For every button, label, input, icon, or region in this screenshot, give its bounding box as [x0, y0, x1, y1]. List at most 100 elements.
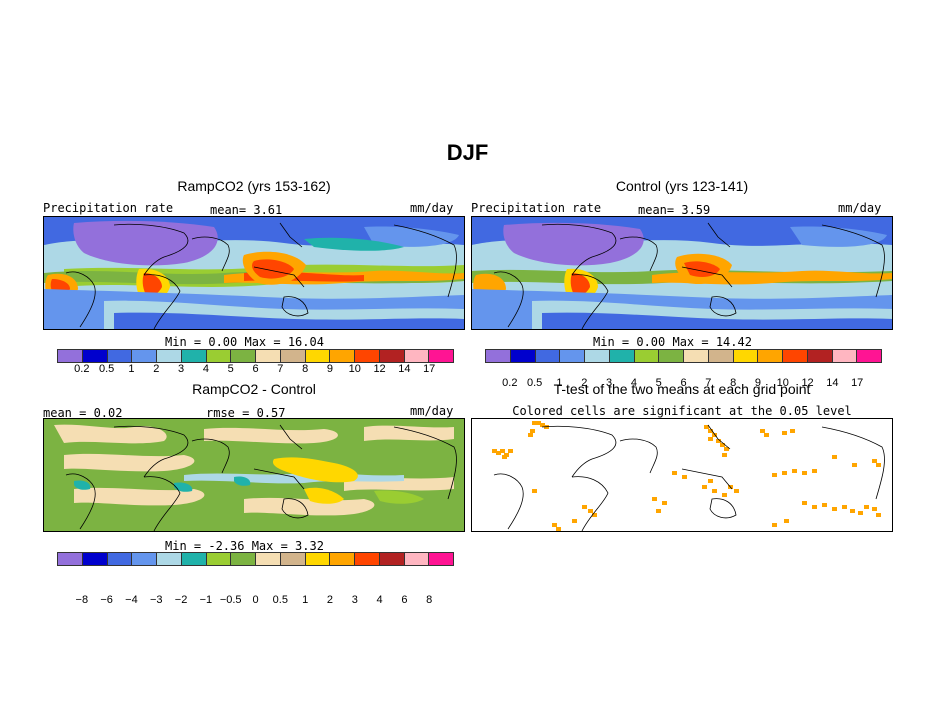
significant-cell: [704, 425, 709, 429]
diff-precip-map: [43, 418, 465, 532]
precip-colorbar-label: 12: [801, 377, 814, 389]
significant-cell: [532, 489, 537, 493]
significant-cell: [662, 501, 667, 505]
significant-cell: [572, 519, 577, 523]
diff-rmse: rmse = 0.57: [206, 406, 286, 420]
precip-colorbar-label: 9: [754, 377, 761, 389]
significant-cell: [708, 429, 713, 433]
significant-cell: [502, 455, 507, 459]
precip-colorbar-swatch: [82, 350, 108, 362]
diff-colorbar-swatch: [404, 553, 430, 565]
significant-cell: [528, 433, 533, 437]
significant-cell: [764, 433, 769, 437]
significant-cell: [720, 443, 725, 447]
significant-cell: [540, 423, 545, 427]
precip-colorbar-label: 1: [128, 363, 135, 375]
diff-colorbar-label: 4: [376, 594, 383, 606]
significant-cell: [656, 509, 661, 513]
significant-cell: [702, 485, 707, 489]
precip-colorbar-swatch: [305, 350, 331, 362]
precip-colorbar-label: 17: [423, 363, 436, 375]
significant-cell: [872, 459, 877, 463]
diff-colorbar-label: 2: [326, 594, 333, 606]
diff-panel-title: RampCO2 - Control: [192, 381, 316, 397]
precip-colorbar-swatch: [560, 350, 585, 362]
precip-colorbar-label: 9: [326, 363, 333, 375]
significant-cell: [708, 479, 713, 483]
significant-cell: [832, 507, 837, 511]
precip-colorbar-swatch: [832, 350, 858, 362]
precip-colorbar-swatch: [206, 350, 232, 362]
precip-colorbar-swatch: [379, 350, 405, 362]
diff-colorbar-label: −8: [75, 594, 89, 606]
significant-cell: [864, 505, 869, 509]
precip-colorbar-swatch: [634, 350, 660, 362]
significant-cell: [712, 433, 717, 437]
precip-colorbar-swatch: [783, 350, 808, 362]
ramp-var-label: Precipitation rate: [43, 201, 174, 215]
precip-colorbar-label: 5: [655, 377, 662, 389]
diff-colorbar-label: −0.5: [219, 594, 242, 606]
precip-colorbar-swatch: [330, 350, 355, 362]
significant-cell: [852, 463, 857, 467]
ttest-significance-map: [471, 418, 893, 532]
significant-cell: [532, 421, 537, 425]
significant-cell: [716, 439, 721, 443]
significant-cell: [772, 523, 777, 527]
precip-colorbar-label: 0.5: [526, 377, 543, 389]
diff-colorbar-label: −3: [149, 594, 163, 606]
precip-colorbar-swatch: [758, 350, 783, 362]
significant-cell: [492, 449, 497, 453]
ramp-panel-title: RampCO2 (yrs 153-162): [177, 178, 331, 194]
significant-cell: [822, 503, 827, 507]
precip-colorbar-swatch: [708, 350, 734, 362]
diff-colorbar-swatch: [206, 553, 232, 565]
significant-cell: [708, 437, 713, 441]
significant-cell: [876, 513, 881, 517]
diff-colorbar-labels: −8 −6 −4 −3 −2 −1 −0.5 0 0.5 1 2 3 4 6 8: [57, 594, 454, 608]
precip-colorbar-label: 2: [153, 363, 160, 375]
ramp-mean: mean= 3.61: [210, 203, 283, 217]
control-minmax: Min = 0.00 Max = 14.42: [593, 335, 752, 349]
diff-colorbar-label: −4: [125, 594, 138, 606]
precip-colorbar-swatch: [609, 350, 635, 362]
diff-colorbar-swatch: [379, 553, 405, 565]
diff-colorbar-swatch: [256, 553, 281, 565]
season-title: DJF: [446, 140, 489, 165]
diff-colorbar-swatch: [280, 553, 306, 565]
significant-cell: [724, 447, 729, 451]
diff-colorbar-swatch: [58, 553, 83, 565]
diff-colorbar-swatch: [355, 553, 380, 565]
significant-cell: [530, 429, 535, 433]
precip-colorbar-label: 4: [202, 363, 209, 375]
control-mean: mean= 3.59: [638, 203, 711, 217]
precip-colorbar-swatch: [181, 350, 207, 362]
diff-colorbar-label: 8: [426, 594, 433, 606]
control-map-svg: [472, 217, 892, 329]
significant-cell: [536, 421, 541, 425]
diff-colorbar-label: 3: [351, 594, 358, 606]
precip-colorbar-label: 0.5: [98, 363, 115, 375]
diff-colorbar: [57, 552, 454, 566]
precip-colorbar-label: 14: [826, 377, 839, 389]
precip-colorbar-label: 3: [178, 363, 185, 375]
precip-colorbar-swatch: [256, 350, 281, 362]
diff-colorbar-swatch: [82, 553, 108, 565]
significant-cell: [802, 471, 807, 475]
diff-colorbar-label: 1: [302, 594, 309, 606]
significant-cell: [652, 497, 657, 501]
significant-cell: [722, 453, 727, 457]
precip-colorbar-label: 10: [776, 377, 789, 389]
significant-cell: [672, 471, 677, 475]
significant-cell: [712, 489, 717, 493]
precip-colorbar-label: 12: [373, 363, 386, 375]
precip-colorbar-label: 4: [630, 377, 637, 389]
diff-map-svg: [44, 419, 464, 531]
significant-cell: [832, 455, 837, 459]
precip-colorbar-swatch: [231, 350, 256, 362]
ramp-map-svg: [44, 217, 464, 329]
significant-cell: [682, 475, 687, 479]
precip-colorbar-swatch: [857, 350, 881, 362]
precip-colorbar-label: 7: [705, 377, 712, 389]
ramp-precip-map: [43, 216, 465, 330]
